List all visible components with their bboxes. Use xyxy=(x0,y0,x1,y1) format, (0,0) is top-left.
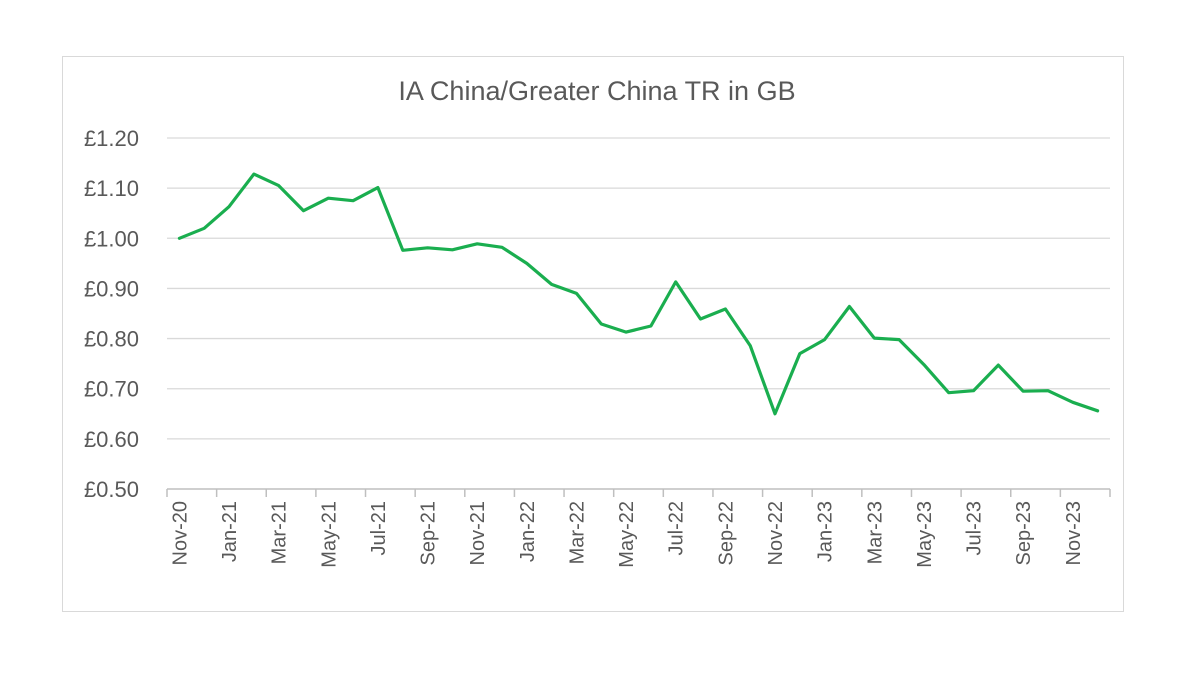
data-point xyxy=(227,205,231,209)
data-point xyxy=(649,324,653,328)
y-tick-label: £0.90 xyxy=(84,276,139,301)
x-tick-label: Jan-21 xyxy=(219,501,241,562)
y-tick-label: £1.00 xyxy=(84,226,139,251)
data-point xyxy=(599,322,603,326)
data-point xyxy=(426,246,430,250)
data-point xyxy=(624,330,628,334)
data-point xyxy=(723,307,727,311)
data-point xyxy=(674,280,678,284)
data-point xyxy=(922,363,926,367)
data-point xyxy=(1071,400,1075,404)
x-tick-label: May-21 xyxy=(318,501,340,568)
x-tick-label: Jul-23 xyxy=(964,501,986,555)
y-axis-ticks: £1.20 £1.10 £1.00 £0.90 £0.80 £0.70 £0.60 £0.50 xyxy=(84,126,139,502)
data-point xyxy=(773,412,777,416)
x-tick-label: Sep-23 xyxy=(1013,501,1035,566)
data-point xyxy=(823,338,827,342)
data-point xyxy=(450,248,454,252)
x-tick-label: Jul-22 xyxy=(666,501,688,555)
x-tick-label: Nov-20 xyxy=(169,501,191,565)
x-tick-label: Mar-22 xyxy=(566,501,588,564)
data-point xyxy=(996,363,1000,367)
data-point xyxy=(525,261,529,265)
series-line xyxy=(177,172,1100,416)
y-tick-label: £0.70 xyxy=(84,377,139,402)
x-tick-label: Jan-23 xyxy=(815,501,837,562)
data-point xyxy=(574,291,578,295)
y-tick-label: £0.50 xyxy=(84,477,139,502)
chart-frame xyxy=(62,56,1124,612)
data-point xyxy=(550,282,554,286)
x-axis-ticks: Nov-20 Jan-21 Mar-21 May-21 Jul-21 Sep-21 Nov-… xyxy=(166,489,1111,568)
data-point xyxy=(897,338,901,342)
data-point xyxy=(847,304,851,308)
data-point xyxy=(1021,389,1025,393)
data-point xyxy=(301,209,305,213)
data-point xyxy=(1046,389,1050,393)
data-point xyxy=(326,196,330,200)
data-point xyxy=(798,352,802,356)
x-tick-label: Mar-21 xyxy=(269,501,291,564)
data-point xyxy=(872,336,876,340)
x-tick-label: May-22 xyxy=(616,501,638,568)
data-point xyxy=(376,186,380,190)
data-point xyxy=(475,242,479,246)
data-point xyxy=(500,245,504,249)
data-point xyxy=(252,172,256,176)
x-tick-label: Nov-21 xyxy=(467,501,489,565)
data-point xyxy=(1096,409,1100,413)
gridlines xyxy=(167,137,1110,490)
data-point xyxy=(748,344,752,348)
x-tick-label: Mar-23 xyxy=(864,501,886,564)
x-tick-label: May-23 xyxy=(914,501,936,568)
chart-title: IA China/Greater China TR in GB xyxy=(398,76,795,106)
x-tick-label: Jan-22 xyxy=(517,501,539,562)
data-point xyxy=(351,199,355,203)
x-tick-label: Nov-22 xyxy=(765,501,787,565)
series-layer xyxy=(177,172,1100,416)
data-point xyxy=(699,317,703,321)
y-tick-label: £0.80 xyxy=(84,327,139,352)
data-point xyxy=(947,391,951,395)
data-point xyxy=(202,226,206,230)
x-tick-label: Sep-22 xyxy=(715,501,737,566)
y-tick-label: £1.20 xyxy=(84,126,139,151)
x-tick-label: Jul-21 xyxy=(368,501,390,555)
data-point xyxy=(177,236,181,240)
y-tick-label: £0.60 xyxy=(84,427,139,452)
data-point xyxy=(401,248,405,252)
data-point xyxy=(972,389,976,393)
y-tick-label: £1.10 xyxy=(84,176,139,201)
data-point xyxy=(277,184,281,188)
x-tick-label: Sep-21 xyxy=(418,501,440,566)
x-tick-label: Nov-23 xyxy=(1063,501,1085,565)
